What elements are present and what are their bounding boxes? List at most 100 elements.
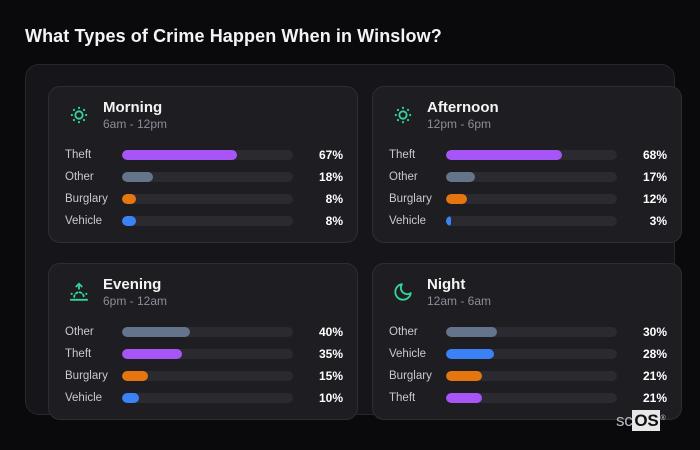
sun-icon xyxy=(391,103,415,127)
bar-track xyxy=(122,150,293,160)
sun-icon xyxy=(67,103,91,127)
bar-row: Theft 21% xyxy=(389,387,667,409)
registered-mark: ® xyxy=(660,415,666,422)
bar-fill xyxy=(446,194,467,204)
bar-fill xyxy=(446,371,482,381)
bar-value: 68% xyxy=(642,148,667,162)
dashboard-container: Morning 6am - 12pm Theft 67% Other 18% B… xyxy=(25,64,682,420)
bar-label: Theft xyxy=(389,392,416,404)
bar-label: Other xyxy=(65,326,94,338)
bar-value: 40% xyxy=(318,325,343,339)
bar-row: Burglary 15% xyxy=(65,365,343,387)
panel-title: Afternoon xyxy=(427,99,499,116)
bar-fill xyxy=(446,349,494,359)
panel-subtitle: 12am - 6am xyxy=(427,294,492,308)
panel-evening: Evening 6pm - 12am Other 40% Theft 35% B… xyxy=(48,263,358,420)
bar-fill xyxy=(446,150,563,160)
bar-track xyxy=(122,349,293,359)
bar-fill xyxy=(446,172,476,182)
bar-label: Theft xyxy=(65,149,92,161)
bar-value: 21% xyxy=(642,391,667,405)
bar-track xyxy=(446,371,617,381)
page-title: What Types of Crime Happen When in Winsl… xyxy=(25,26,442,46)
bar-chart: Other 40% Theft 35% Burglary 15% Vehicle… xyxy=(65,321,343,409)
panel-title: Morning xyxy=(103,99,163,116)
panel-heading-text: Morning 6am - 12pm xyxy=(103,99,167,131)
bar-label: Other xyxy=(389,171,418,183)
bar-track xyxy=(122,194,293,204)
watermark: sc OS ® xyxy=(616,410,666,431)
panel-header: Night 12am - 6am xyxy=(389,276,667,308)
bar-value: 17% xyxy=(642,170,667,184)
panel-header: Afternoon 12pm - 6pm xyxy=(389,99,667,131)
bar-label: Vehicle xyxy=(389,348,427,360)
bar-track xyxy=(446,349,617,359)
panel-subtitle: 12pm - 6pm xyxy=(427,117,492,131)
bar-fill xyxy=(122,216,136,226)
panel-title: Night xyxy=(427,276,466,293)
bar-value: 21% xyxy=(642,369,667,383)
bar-track xyxy=(446,194,617,204)
bar-fill xyxy=(446,327,498,337)
bar-track xyxy=(446,327,617,337)
bar-label: Theft xyxy=(65,348,92,360)
bar-track xyxy=(122,327,293,337)
bar-track xyxy=(122,216,293,226)
bar-chart: Theft 67% Other 18% Burglary 8% Vehicle … xyxy=(65,144,343,232)
bar-label: Vehicle xyxy=(389,215,427,227)
bar-chart: Other 30% Vehicle 28% Burglary 21% Theft… xyxy=(389,321,667,409)
bar-track xyxy=(446,216,617,226)
bar-row: Vehicle 3% xyxy=(389,210,667,232)
bar-track xyxy=(446,393,617,403)
bar-label: Other xyxy=(389,326,418,338)
bar-fill xyxy=(122,349,182,359)
bar-fill xyxy=(122,327,191,337)
bar-track xyxy=(446,172,617,182)
bar-row: Burglary 8% xyxy=(65,188,343,210)
bar-value: 8% xyxy=(325,192,343,206)
bar-row: Burglary 12% xyxy=(389,188,667,210)
bar-row: Vehicle 8% xyxy=(65,210,343,232)
panel-heading-text: Night 12am - 6am xyxy=(427,276,491,308)
bar-row: Other 18% xyxy=(65,166,343,188)
bar-row: Vehicle 10% xyxy=(65,387,343,409)
panel-title: Evening xyxy=(103,276,162,293)
bar-value: 35% xyxy=(318,347,343,361)
panel-afternoon: Afternoon 12pm - 6pm Theft 68% Other 17%… xyxy=(372,86,682,243)
panel-heading-text: Evening 6pm - 12am xyxy=(103,276,167,308)
bar-value: 8% xyxy=(325,214,343,228)
panel-heading-text: Afternoon 12pm - 6pm xyxy=(427,99,499,131)
bar-row: Burglary 21% xyxy=(389,365,667,387)
bar-fill xyxy=(122,172,153,182)
bar-row: Other 17% xyxy=(389,166,667,188)
bar-row: Theft 35% xyxy=(65,343,343,365)
bar-value: 28% xyxy=(642,347,667,361)
bar-row: Other 40% xyxy=(65,321,343,343)
bar-label: Theft xyxy=(389,149,416,161)
panel-header: Morning 6am - 12pm xyxy=(65,99,343,131)
bar-value: 15% xyxy=(318,369,343,383)
bar-value: 18% xyxy=(318,170,343,184)
bar-fill xyxy=(122,393,140,403)
bar-value: 30% xyxy=(642,325,667,339)
bar-label: Burglary xyxy=(65,370,108,382)
panel-subtitle: 6pm - 12am xyxy=(103,294,168,308)
panel-subtitle: 6am - 12pm xyxy=(103,117,168,131)
moon-icon xyxy=(391,280,415,304)
bar-value: 67% xyxy=(318,148,343,162)
panel-morning: Morning 6am - 12pm Theft 67% Other 18% B… xyxy=(48,86,358,243)
bar-track xyxy=(122,371,293,381)
bar-value: 12% xyxy=(642,192,667,206)
bar-row: Vehicle 28% xyxy=(389,343,667,365)
bar-track xyxy=(446,150,617,160)
watermark-brand: OS xyxy=(632,410,661,431)
bar-fill xyxy=(122,371,148,381)
bar-row: Theft 68% xyxy=(389,144,667,166)
bar-row: Theft 67% xyxy=(65,144,343,166)
bar-label: Other xyxy=(65,171,94,183)
bar-fill xyxy=(122,150,237,160)
bar-label: Burglary xyxy=(389,370,432,382)
watermark-prefix: sc xyxy=(616,411,633,430)
bar-label: Vehicle xyxy=(65,215,103,227)
bar-fill xyxy=(122,194,136,204)
